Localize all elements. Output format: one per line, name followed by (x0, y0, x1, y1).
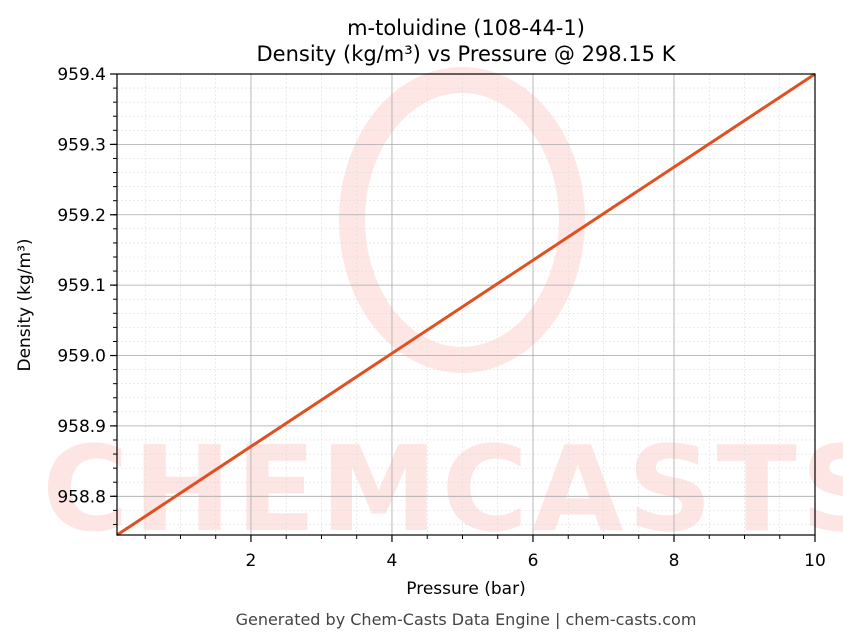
y-tick-label: 959.1 (57, 276, 106, 296)
y-tick-label: 959.2 (57, 206, 106, 226)
y-tick-label: 959.0 (57, 347, 106, 367)
x-tick-label: 2 (246, 551, 257, 571)
x-tick-label: 10 (804, 551, 826, 571)
footer-credit: Generated by Chem-Casts Data Engine | ch… (236, 610, 697, 629)
plot-frame (116, 73, 816, 536)
y-axis-label: Density (kg/m³) (15, 238, 35, 371)
density-series-line (116, 72, 816, 537)
y-tick-label: 959.3 (57, 135, 106, 155)
x-axis-label: Pressure (bar) (406, 579, 525, 599)
y-tick-label: 958.9 (57, 417, 106, 437)
x-tick-label: 8 (669, 551, 680, 571)
y-tick-label: 958.8 (57, 487, 106, 507)
x-tick-label: 4 (387, 551, 398, 571)
chart-subtitle: Density (kg/m³) vs Pressure @ 298.15 K (256, 42, 676, 66)
y-tick-label: 959.4 (57, 65, 106, 85)
svg-text:CHEMCASTS: CHEMCASTS (42, 420, 843, 558)
x-tick-label: 6 (528, 551, 539, 571)
chart-title: m-toluidine (108-44-1) (347, 16, 585, 40)
